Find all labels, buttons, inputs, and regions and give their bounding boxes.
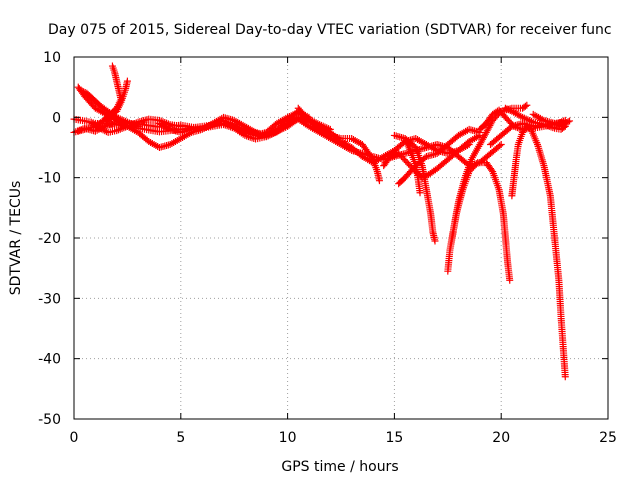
x-tick-label: 0 — [70, 430, 79, 446]
y-tick-label: -40 — [38, 352, 61, 368]
data-track — [395, 125, 484, 188]
y-tick-label: -30 — [38, 291, 61, 307]
data-track — [448, 159, 514, 284]
axis-ticks: 0 5 10 15 20 25 -50 -40 -30 -20 -10 0 10 — [38, 50, 617, 446]
y-tick-label: -10 — [38, 171, 61, 187]
y-tick-label: 0 — [52, 110, 61, 126]
y-tick-label: -20 — [38, 231, 61, 247]
x-tick-label: 25 — [599, 430, 617, 446]
data-track — [501, 104, 569, 133]
data-track — [102, 77, 131, 127]
y-axis-title: SDTVAR / TECUs — [8, 181, 24, 296]
data-track — [305, 116, 473, 167]
x-tick-label: 10 — [279, 430, 297, 446]
x-tick-label: 20 — [492, 430, 510, 446]
y-tick-label: 10 — [43, 50, 61, 66]
grid-lines — [74, 57, 608, 419]
data-track — [508, 122, 569, 381]
x-tick-label: 5 — [176, 430, 185, 446]
x-tick-label: 15 — [385, 430, 403, 446]
data-points — [70, 62, 574, 381]
y-tick-label: -50 — [38, 412, 61, 428]
x-axis-title: GPS time / hours — [281, 459, 398, 475]
data-track — [401, 134, 424, 197]
chart-title: Day 075 of 2015, Sidereal Day-to-day VTE… — [48, 22, 612, 38]
